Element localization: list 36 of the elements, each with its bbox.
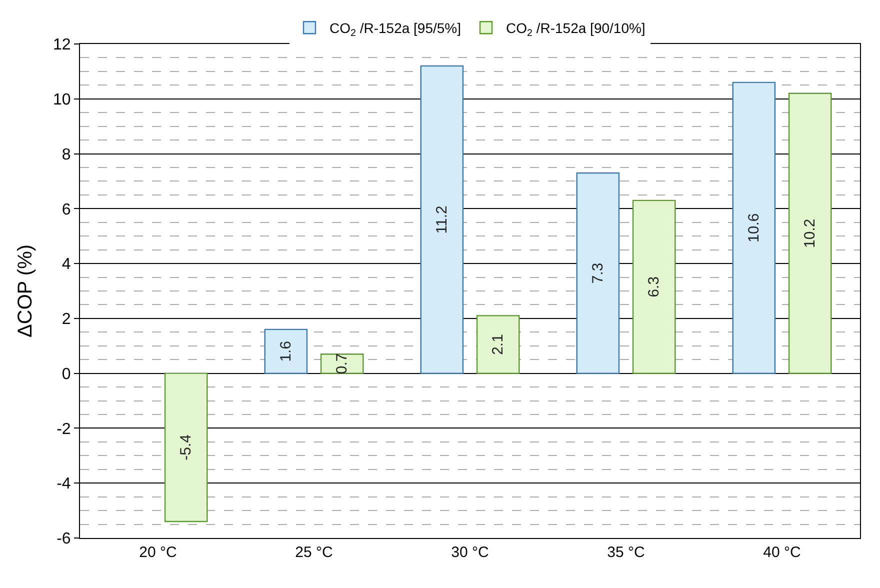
- data-label: 2.1: [490, 334, 507, 355]
- x-tick-label: 25 °C: [295, 544, 334, 561]
- x-tick-label: 20 °C: [139, 544, 178, 561]
- y-tick-label: 6: [62, 201, 71, 218]
- y-tick-label: -6: [56, 530, 71, 548]
- x-tick-label: 30 °C: [451, 544, 490, 561]
- y-tick-label: 2: [62, 311, 71, 328]
- data-label: 10.6: [745, 213, 762, 242]
- data-label: 7.3: [589, 262, 606, 284]
- bar: [576, 172, 620, 374]
- bar: [264, 328, 308, 374]
- y-tick-label: 8: [62, 146, 71, 164]
- x-tick-label: 40 °C: [763, 544, 802, 561]
- data-label: -5.4: [178, 434, 195, 460]
- y-tick-label: 10: [53, 91, 71, 108]
- bar: [476, 315, 520, 374]
- legend-label: CO$_{2}$ /R-152a [90/10%]: [506, 20, 646, 39]
- x-tick-label: 35 °C: [607, 544, 646, 561]
- y-tick-label: 12: [53, 36, 71, 54]
- bar: [732, 82, 776, 374]
- y-axis-title: ΔCOP (%): [14, 244, 37, 338]
- bar: [164, 372, 208, 522]
- data-label: 11.2: [433, 206, 450, 234]
- data-label: 6.3: [646, 276, 663, 298]
- bar: [420, 65, 464, 374]
- data-label: 0.7: [334, 353, 351, 374]
- legend-label: CO$_{2}$ /R-152a [95/5%]: [330, 20, 462, 39]
- bar: [632, 200, 676, 374]
- bar: [320, 354, 364, 374]
- y-tick-label: -2: [56, 420, 71, 438]
- bar: [788, 92, 832, 374]
- y-tick-label: -4: [56, 476, 71, 493]
- data-label: 1.6: [277, 340, 294, 362]
- y-tick-label: 0: [62, 366, 71, 383]
- y-tick-label: 4: [62, 256, 71, 274]
- data-label: 10.2: [802, 218, 819, 248]
